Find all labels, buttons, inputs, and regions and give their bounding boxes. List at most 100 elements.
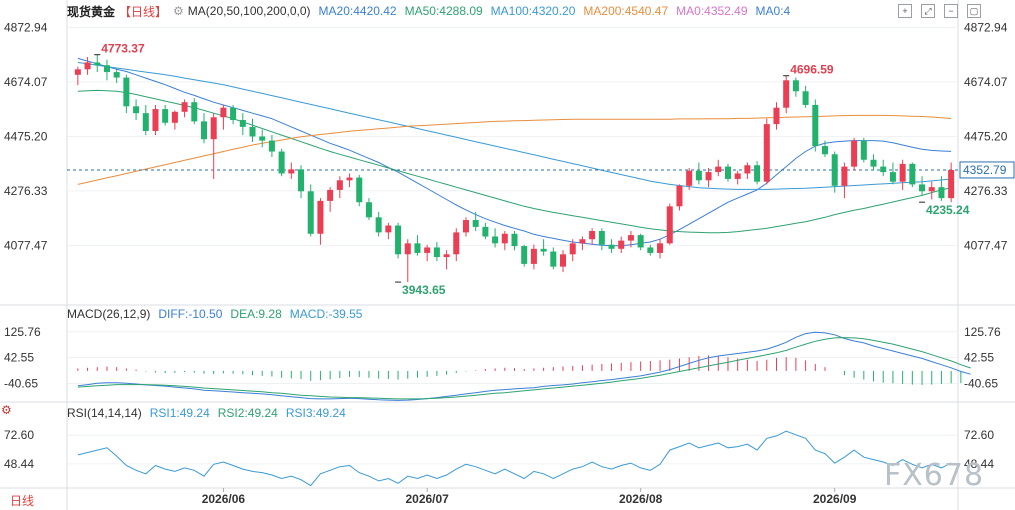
candle-body-45 <box>511 233 518 247</box>
candle-body-75 <box>802 91 809 105</box>
candle-body-28 <box>346 177 353 181</box>
macd-params-label: MACD(26,12,9) <box>67 307 151 321</box>
chart-toolbar: + ⤢ − ▢ <box>898 4 990 18</box>
candle-body-21 <box>278 151 285 174</box>
macd-tick-right-2: -40.65 <box>964 377 998 391</box>
annotation-label-1: 4696.59 <box>790 63 834 77</box>
candle-body-80 <box>851 140 858 167</box>
ma-value-1: MA50:4288.09 <box>404 4 483 18</box>
expand-icon[interactable]: ⤢ <box>921 4 935 18</box>
candle-body-6 <box>133 106 140 114</box>
rsi-value-2: RSI3:49.24 <box>285 406 346 420</box>
candle-body-70 <box>754 165 761 182</box>
crosshair-icon[interactable]: + <box>898 4 912 18</box>
candle-body-13 <box>200 121 208 140</box>
shrink-icon[interactable]: − <box>944 4 958 18</box>
candle-body-48 <box>540 248 547 252</box>
candle-body-31 <box>375 217 382 233</box>
ma-line-ma200 <box>77 114 952 185</box>
candle-body-36 <box>424 247 431 253</box>
candle-body-46 <box>521 246 528 264</box>
candle-body-87 <box>919 184 926 192</box>
x-label-0: 2026/06 <box>202 492 246 506</box>
rsi-tick-left-1: 48.44 <box>4 457 34 471</box>
period-tab[interactable]: 日线 <box>10 494 35 508</box>
x-label-3: 2026/09 <box>813 492 857 506</box>
ma-value-0: MA20:4420.42 <box>318 4 397 18</box>
price-tick-left-2: 4475.20 <box>4 129 48 143</box>
macd-diff-line <box>77 331 971 401</box>
candle-body-4 <box>113 72 120 78</box>
rsi-value-1: RSI2:49.24 <box>217 406 278 420</box>
macd-tick-right-0: 125.76 <box>964 325 1001 339</box>
x-label-2: 2026/08 <box>619 492 663 506</box>
candle-body-49 <box>550 251 557 267</box>
candle-body-84 <box>889 172 896 182</box>
candle-body-77 <box>821 146 829 155</box>
ma-line-ma100 <box>77 62 952 190</box>
settings-icon[interactable]: ⚙ <box>173 4 184 18</box>
candle-body-81 <box>860 140 867 160</box>
candle-body-14 <box>210 117 217 140</box>
fullscreen-icon[interactable]: ▢ <box>967 4 981 18</box>
rsi-tick-right-0: 72.60 <box>964 428 994 442</box>
ma-line-ma20 <box>77 57 952 247</box>
ma-params-label: MA(20,50,100,200,0,0) <box>187 4 311 18</box>
macd-dea-line <box>77 337 971 400</box>
macd-tick-left-1: 42.55 <box>4 351 34 365</box>
candle-body-68 <box>734 173 741 179</box>
macd-tick-right-1: 42.55 <box>964 351 994 365</box>
candle-body-60 <box>657 243 664 253</box>
instrument-title: 现货黄金 <box>67 4 116 19</box>
candle-body-37 <box>433 247 440 258</box>
macd-legend: MACD(26,12,9) DIFF:-10.50 DEA:9.28 MACD:-3… <box>67 306 378 322</box>
candle-body-43 <box>492 236 499 244</box>
candle-body-55 <box>608 244 615 249</box>
candle-body-30 <box>365 202 372 218</box>
rsi-legend: RSI(14,14,14) RSI1:49.24 RSI2:49.24 RSI3:4… <box>67 405 362 421</box>
candle-body-90 <box>948 169 955 199</box>
candle-body-65 <box>705 172 712 181</box>
candle-body-24 <box>307 191 314 234</box>
candle-body-53 <box>589 231 596 240</box>
annotation-label-3: 4235.24 <box>926 203 970 217</box>
candle-body-9 <box>162 109 169 123</box>
candle-body-72 <box>773 107 780 125</box>
candle-body-51 <box>569 243 576 255</box>
candle-body-64 <box>695 170 702 181</box>
price-tick-left-4: 4077.47 <box>4 238 48 252</box>
price-tick-right-0: 4872.94 <box>964 20 1008 34</box>
watermark: FX678 <box>884 458 985 493</box>
candle-body-25 <box>317 200 324 234</box>
candle-body-42 <box>482 226 489 237</box>
candle-body-74 <box>792 80 799 92</box>
candle-body-0 <box>74 69 81 75</box>
candle-body-27 <box>336 180 343 190</box>
price-tick-right-2: 4475.20 <box>964 129 1008 143</box>
candle-body-71 <box>763 124 770 182</box>
macd-value-1: DEA:9.28 <box>230 307 282 321</box>
price-tick-left-1: 4674.07 <box>4 75 48 89</box>
candle-body-18 <box>249 126 256 137</box>
price-tick-right-4: 4077.47 <box>964 238 1008 252</box>
candle-body-57 <box>627 235 634 241</box>
candle-body-58 <box>637 235 644 248</box>
price-tick-left-0: 4872.94 <box>4 20 48 34</box>
ma-value-4: MA0:4352.49 <box>676 4 748 18</box>
macd-value-0: DIFF:-10.50 <box>158 307 223 321</box>
indicator-settings-icon[interactable]: ⚙ <box>1 403 12 417</box>
candle-body-19 <box>259 136 266 141</box>
period-label[interactable]: 【日线】 <box>119 4 168 19</box>
price-tick-right-3: 4276.33 <box>964 184 1008 198</box>
annotation-label-2: 3943.65 <box>402 283 446 297</box>
ma-value-3: MA200:4540.47 <box>583 4 669 18</box>
rsi-tick-left-0: 72.60 <box>4 428 34 442</box>
candle-body-3 <box>103 65 110 73</box>
candle-body-66 <box>715 166 722 173</box>
rsi-params-label: RSI(14,14,14) <box>67 406 142 420</box>
candle-body-86 <box>909 163 916 185</box>
macd-values: DIFF:-10.50 DEA:9.28 MACD:-39.55 <box>158 307 370 321</box>
candle-body-79 <box>841 166 848 186</box>
price-legend: 现货黄金 【日线】 ⚙ MA(20,50,100,200,0,0) MA20:4… <box>67 3 806 19</box>
